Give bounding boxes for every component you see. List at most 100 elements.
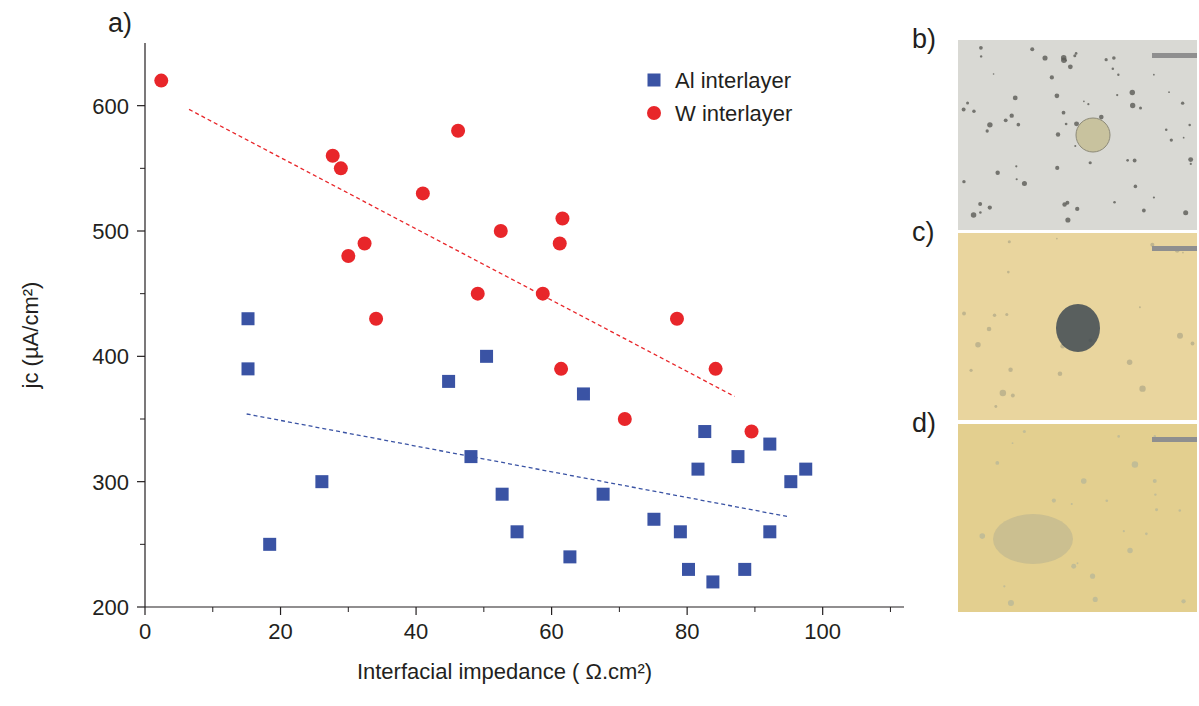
y-tick-label: 400 <box>92 344 129 369</box>
photo-speckle <box>1132 461 1138 467</box>
photo-speckle <box>1000 390 1007 397</box>
y-tick-label: 300 <box>92 470 129 495</box>
x-minor-tick <box>619 607 620 612</box>
photo-speckle <box>1183 137 1185 139</box>
photo-speckle <box>1056 238 1058 240</box>
photo-speckle <box>1188 157 1193 162</box>
point <box>647 513 660 526</box>
photo-speckle <box>1093 597 1098 602</box>
point <box>471 287 485 301</box>
photo-speckle <box>1042 55 1047 60</box>
scale-bar <box>1152 246 1197 251</box>
photo-speckle <box>1017 123 1021 127</box>
y-tick-label: 200 <box>92 595 129 620</box>
photo-speckle <box>1055 166 1059 170</box>
photo-speckle <box>1052 499 1056 503</box>
point <box>511 525 524 538</box>
point <box>154 74 168 88</box>
photo-speckle <box>980 55 982 57</box>
photo-speckle <box>1099 115 1104 120</box>
trend-line <box>189 109 735 396</box>
photo-speckle <box>1074 145 1076 147</box>
plot-marks <box>154 74 812 589</box>
photo-speckle <box>1181 101 1184 104</box>
photo-speckle <box>986 129 989 132</box>
x-tick <box>551 607 552 615</box>
photo-speckle <box>987 327 992 332</box>
point <box>555 211 569 225</box>
scale-bar <box>1152 437 1197 442</box>
photo-speckle <box>962 108 966 112</box>
photo-speckle <box>1062 202 1066 206</box>
photo-speckle <box>1105 499 1108 502</box>
point <box>563 550 576 563</box>
point <box>698 425 711 438</box>
x-tick-label: 80 <box>675 619 699 644</box>
photo-speckle <box>1139 306 1141 308</box>
point <box>691 463 704 476</box>
legend-marker <box>648 74 661 87</box>
photo-speckle <box>993 314 996 317</box>
point <box>553 237 567 251</box>
photo-speckle <box>1030 47 1034 51</box>
x-minor-tick <box>348 607 349 612</box>
photo-speckle <box>1126 159 1129 162</box>
point <box>618 412 632 426</box>
point <box>682 563 695 576</box>
photo-speckle <box>1015 165 1017 167</box>
photo-speckle <box>1071 564 1076 569</box>
x-minor-tick <box>483 607 484 612</box>
photo-speckle <box>1089 161 1092 164</box>
photo-speckle <box>971 212 976 217</box>
photo-speckle <box>1113 201 1116 204</box>
scale-bar <box>1152 53 1197 58</box>
point <box>706 575 719 588</box>
photo-speckle <box>962 180 965 183</box>
x-tick-label: 0 <box>139 619 151 644</box>
point <box>670 312 684 326</box>
panel-label: b) <box>912 24 936 54</box>
panel-label: c) <box>912 217 935 247</box>
photo-panel <box>958 424 1197 612</box>
legend-label: Al interlayer <box>675 68 791 93</box>
photo-speckle <box>1010 113 1014 117</box>
figure: 020406080100200300400500600Interfacial i… <box>0 0 1199 706</box>
y-tick-label: 500 <box>92 219 129 244</box>
photo-speckle <box>1007 271 1010 274</box>
trend-line <box>247 414 789 517</box>
point <box>597 488 610 501</box>
x-tick <box>687 607 688 615</box>
photo-speckle <box>1112 56 1116 60</box>
panel-label: d) <box>912 408 936 438</box>
point <box>577 387 590 400</box>
photo-speckle <box>1077 562 1079 564</box>
photo-speckle <box>1008 600 1014 606</box>
photo-speckle <box>1081 478 1087 484</box>
photo-speckle <box>1183 210 1188 215</box>
photo-speckle <box>1005 313 1008 316</box>
photo-speckle <box>1179 509 1182 512</box>
point <box>763 525 776 538</box>
photo-speckle <box>1112 68 1114 70</box>
y-tick <box>137 230 145 231</box>
x-minor-tick <box>890 607 891 612</box>
y-tick <box>137 356 145 357</box>
photo-speckle <box>1153 479 1157 483</box>
photo-speckle <box>987 122 992 127</box>
photo-panel <box>958 40 1197 230</box>
photo-speckle <box>1133 159 1137 163</box>
photo-speckle <box>1058 371 1063 376</box>
y-tick <box>137 105 145 106</box>
photo-speckle <box>1153 196 1155 198</box>
photo-speckle <box>1130 103 1135 108</box>
x-tick-label: 60 <box>539 619 563 644</box>
legend-marker <box>647 106 661 120</box>
y-axis-line <box>144 43 145 607</box>
y-tick <box>137 481 145 482</box>
y-minor-tick <box>140 544 145 545</box>
photo-speckle <box>1168 91 1170 93</box>
photo-speckle <box>1055 93 1060 98</box>
point <box>799 463 812 476</box>
point <box>326 149 340 163</box>
photo-speckle <box>994 405 997 408</box>
